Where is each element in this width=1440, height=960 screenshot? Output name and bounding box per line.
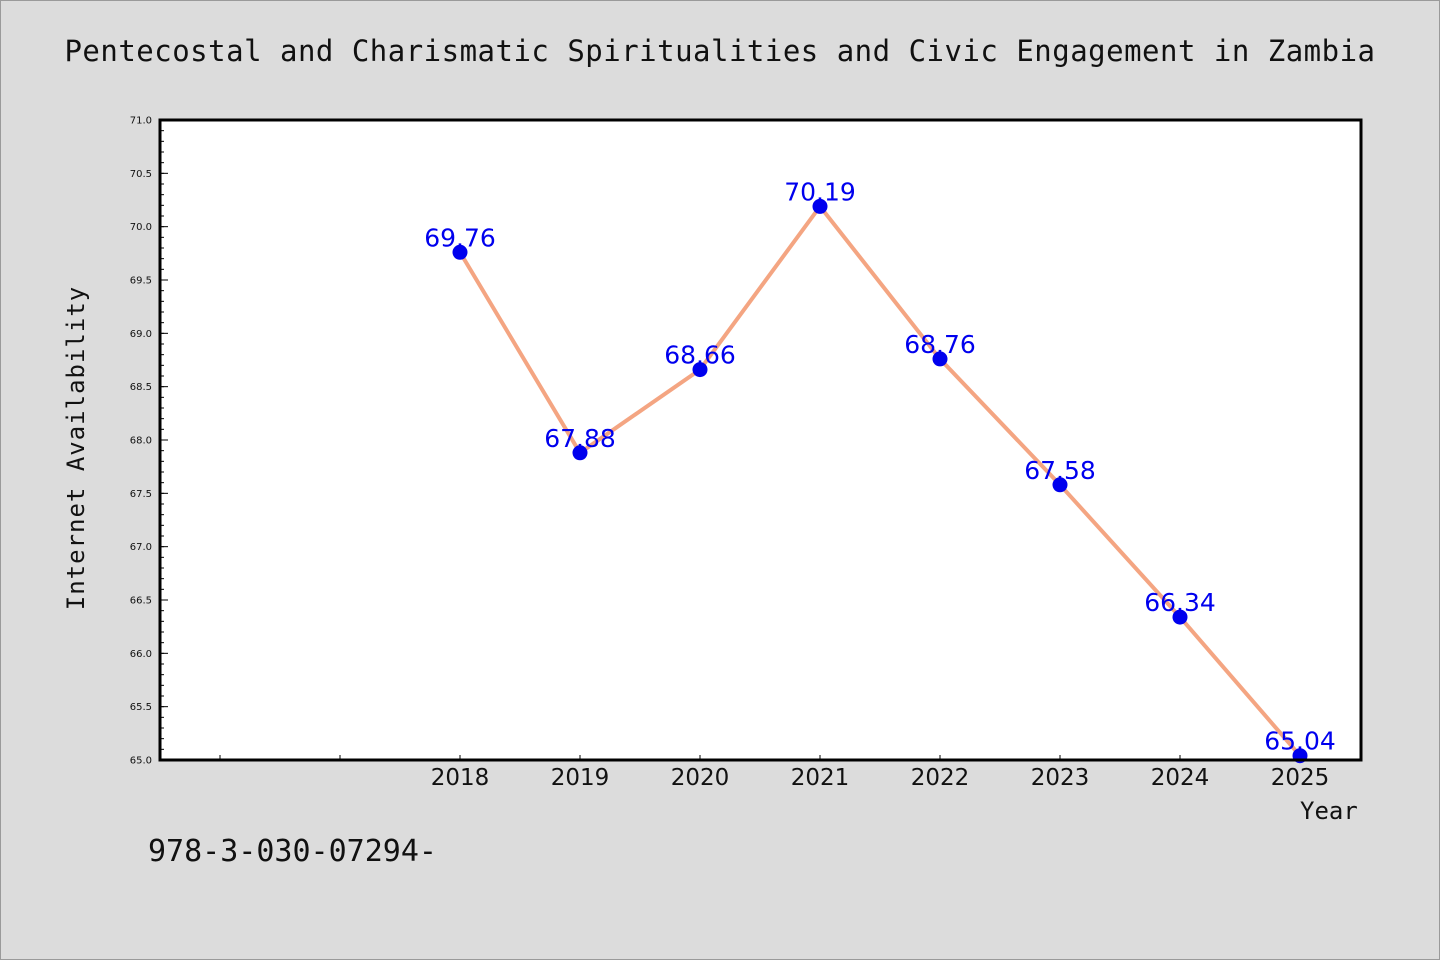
y-tick-label: 69.5	[130, 276, 152, 287]
plot-border	[158, 118, 1363, 762]
data-label: 67.88	[544, 424, 616, 453]
y-tick-label: 68.5	[130, 382, 152, 393]
data-labels: 69.76 67.88 68.66 70.19 68.76 67.58 66.34 65.04	[424, 177, 1336, 755]
y-tick-label: 70.0	[130, 222, 152, 233]
footer-isbn-text: 978-3-030-07294-	[148, 834, 437, 869]
y-tick-label: 65.0	[130, 756, 152, 767]
data-point	[812, 198, 828, 214]
x-tick-label: 2022	[911, 765, 970, 791]
data-label: 69.76	[424, 223, 496, 252]
x-tick-label: 2020	[671, 765, 730, 791]
plot-area	[160, 120, 1361, 760]
chart-title: Pentecostal and Charismatic Spiritualiti…	[64, 34, 1376, 68]
x-tick-label: 2024	[1151, 765, 1210, 791]
y-tick-label: 66.5	[130, 596, 152, 607]
y-tick-label: 66.0	[130, 649, 152, 660]
y-tick-label: 70.5	[130, 169, 152, 180]
data-label: 68.66	[664, 341, 736, 370]
data-point	[452, 244, 468, 260]
y-tick-label: 67.0	[130, 542, 152, 553]
y-tick-label: 68.0	[130, 436, 152, 447]
data-point	[1172, 609, 1188, 625]
x-tick-label: 2021	[791, 765, 850, 791]
data-label: 65.04	[1264, 727, 1336, 756]
y-tick-label: 67.5	[130, 489, 152, 500]
x-tick-label: 2018	[431, 765, 490, 791]
x-axis-label: Year	[1300, 797, 1358, 825]
data-label: 70.19	[784, 177, 856, 206]
y-axis-ticks: 65.0 65.5 66.0 66.5 67.0 67.5 68.0 68.5 69.0 69.5…	[130, 116, 168, 767]
x-tick-label: 2019	[551, 765, 610, 791]
y-tick-label: 71.0	[130, 116, 152, 127]
x-tick-label: 2023	[1031, 765, 1090, 791]
data-label: 67.58	[1024, 456, 1096, 485]
data-point	[1052, 477, 1068, 493]
data-label: 68.76	[904, 330, 976, 359]
data-point	[932, 351, 948, 367]
data-point	[572, 445, 588, 461]
y-tick-label: 69.0	[130, 329, 152, 340]
x-tick-label: 2025	[1271, 765, 1330, 791]
y-tick-label: 65.5	[130, 702, 152, 713]
x-axis-ticks: 2018 2019 2020 2021 2022 2023 2024 2025	[219, 755, 1330, 791]
data-point	[692, 362, 708, 378]
series-markers	[452, 198, 1308, 764]
data-label: 66.34	[1144, 588, 1216, 617]
series-line	[458, 204, 1302, 758]
series-lines	[458, 204, 1302, 758]
